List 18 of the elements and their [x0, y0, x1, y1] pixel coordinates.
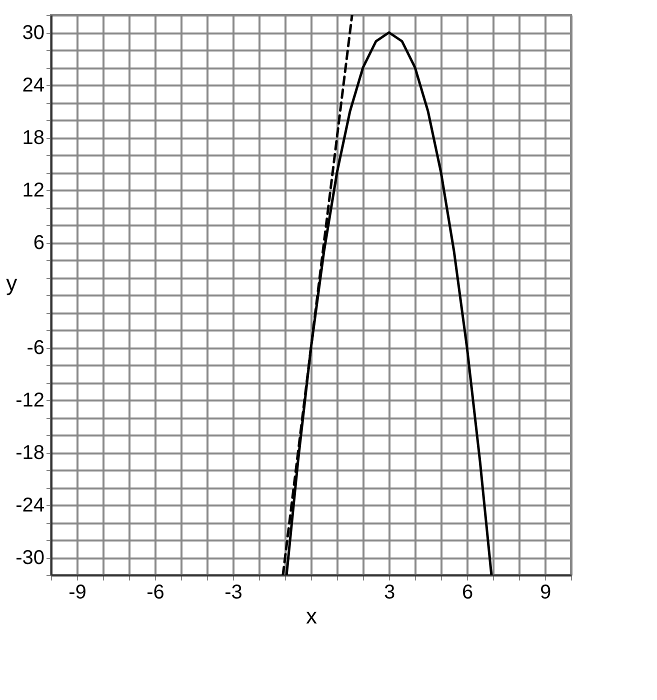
x-tick-label: -3 [224, 582, 242, 604]
x-tick-label: 3 [384, 582, 396, 604]
x-tick-label: -9 [68, 582, 86, 604]
y-tick-label: -30 [16, 547, 44, 569]
x-tick-label: 6 [462, 582, 474, 604]
y-tick-label: -6 [26, 337, 44, 359]
y-tick-label: 24 [22, 74, 44, 96]
y-tick-label: 12 [22, 180, 44, 202]
y-tick-label: -18 [16, 442, 44, 464]
x-axis-title: x [306, 604, 317, 628]
y-tick-label: -24 [16, 494, 44, 516]
y-tick-label: 18 [22, 127, 44, 149]
y-tick-label: 30 [22, 22, 44, 44]
y-tick-label: 6 [33, 232, 44, 254]
x-tick-label: -6 [146, 582, 164, 604]
y-axis-title: y [6, 270, 18, 296]
x-tick-label: 9 [540, 582, 552, 604]
y-tick-label: -12 [16, 390, 44, 412]
